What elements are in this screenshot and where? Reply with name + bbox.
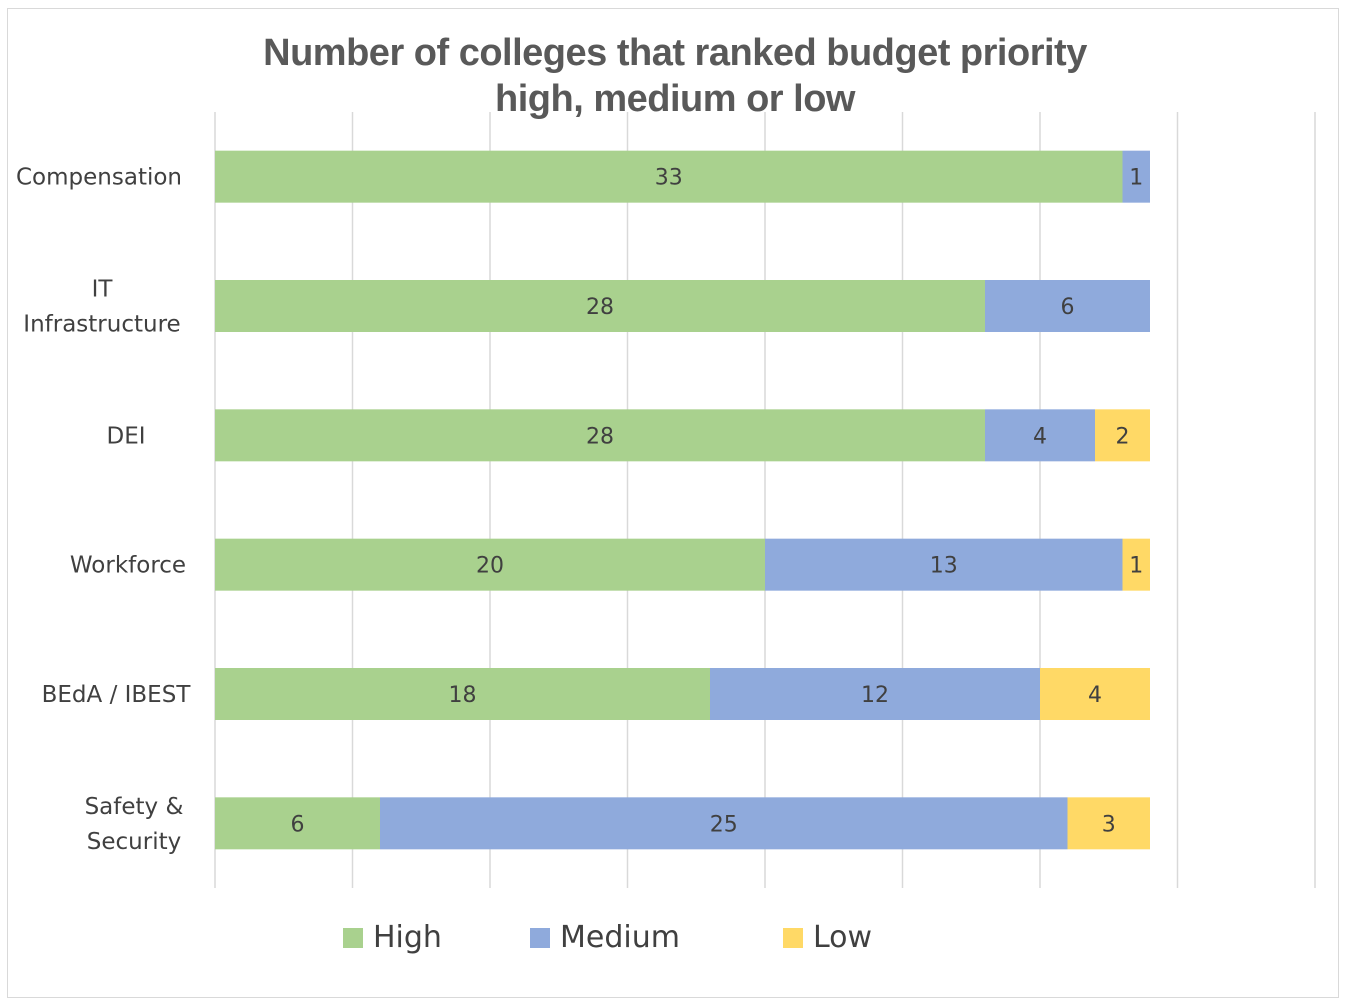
bar-segment-high	[215, 280, 985, 332]
bar-segment-high	[215, 409, 985, 462]
category-label-line: Security	[87, 829, 181, 855]
chart-title: Number of colleges that ranked budget pr…	[200, 30, 1150, 122]
bar-segment-low	[1040, 668, 1150, 720]
data-label: 25	[710, 812, 738, 837]
data-label: 33	[655, 166, 683, 191]
category-label-line: Infrastructure	[23, 312, 180, 338]
data-label: 4	[1088, 683, 1102, 708]
category-label-line: Safety &	[85, 794, 184, 820]
bar-segment-medium	[1122, 150, 1150, 203]
legend-swatch	[783, 927, 803, 948]
bar-segment-medium	[985, 280, 1150, 332]
data-label: 6	[1061, 295, 1075, 320]
bar-segment-high	[215, 797, 380, 850]
bar-segment-medium	[765, 538, 1123, 591]
data-label: 28	[586, 295, 614, 320]
data-label: 1	[1129, 554, 1143, 579]
data-label: 12	[861, 683, 889, 708]
legend-label: Medium	[560, 920, 680, 955]
legend-label: High	[373, 920, 442, 955]
category-label: Safety & Security	[85, 794, 184, 855]
legend-item-high: High	[343, 920, 442, 955]
data-label: 13	[930, 554, 958, 579]
category-label-line: DEI	[106, 423, 145, 449]
category-label-line: Compensation	[16, 165, 182, 191]
chart-title-line-2: high, medium or low	[495, 78, 855, 120]
bar-segment-high	[215, 538, 765, 591]
category-label-line: BEdA / IBEST	[42, 682, 192, 708]
bar-segment-high	[215, 668, 710, 720]
category-label: BEdA / IBEST	[42, 682, 192, 708]
data-label: 20	[476, 554, 504, 579]
bar-segment-medium	[985, 409, 1095, 462]
data-label: 6	[291, 812, 305, 837]
bar-segment-medium	[380, 797, 1068, 850]
category-label: Workforce	[70, 553, 186, 579]
data-label: 18	[449, 683, 477, 708]
data-label: 4	[1033, 424, 1047, 449]
legend-item-medium: Medium	[530, 920, 680, 955]
bar-segment-low	[1122, 538, 1150, 591]
category-label: Compensation	[16, 165, 182, 191]
legend-label: Low	[813, 920, 873, 955]
legend-swatch	[343, 927, 363, 948]
bar-segment-low	[1095, 409, 1150, 462]
category-label: DEI	[106, 423, 145, 449]
bar-segment-low	[1067, 797, 1150, 850]
category-label-line: IT	[92, 277, 114, 303]
data-label: 3	[1102, 812, 1116, 837]
bar-segment-medium	[710, 668, 1040, 720]
legend-item-low: Low	[783, 920, 872, 955]
bar-segment-high	[215, 150, 1123, 203]
legend-swatch	[530, 927, 550, 948]
chart-title-line-1: Number of colleges that ranked budget pr…	[263, 32, 1087, 74]
data-label: 1	[1129, 166, 1143, 191]
category-label: IT Infrastructure	[23, 277, 180, 338]
data-label: 2	[1116, 424, 1130, 449]
category-label-line: Workforce	[70, 553, 186, 579]
legend: High Medium Low	[0, 920, 1347, 970]
data-label: 28	[586, 424, 614, 449]
